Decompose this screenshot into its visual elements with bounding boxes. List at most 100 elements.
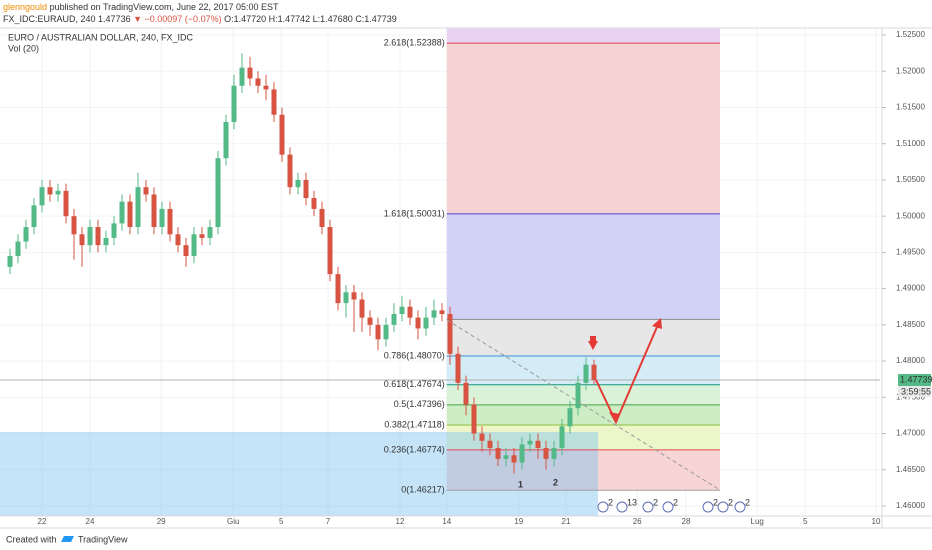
candle-body bbox=[423, 317, 429, 329]
candle-body bbox=[335, 274, 341, 304]
candle-body bbox=[103, 237, 109, 246]
price-label: 1.47739 bbox=[900, 374, 932, 384]
x-tick-label: 22 bbox=[38, 517, 47, 526]
y-tick-label: 1.50500 bbox=[896, 175, 925, 184]
candle-body bbox=[63, 190, 69, 217]
event-icon[interactable] bbox=[642, 501, 654, 513]
candle-body bbox=[375, 324, 381, 340]
candle-body bbox=[159, 208, 165, 228]
ohlc: O:1.47720 H:1.47742 L:1.47680 C:1.47739 bbox=[224, 14, 397, 24]
x-tick-label: 29 bbox=[157, 517, 166, 526]
candle-body bbox=[399, 306, 405, 314]
x-tick-label: 19 bbox=[514, 517, 523, 526]
event-icon[interactable] bbox=[702, 501, 714, 513]
y-tick-label: 1.46500 bbox=[896, 465, 925, 474]
event-icon[interactable] bbox=[734, 501, 746, 513]
y-tick-label: 1.46000 bbox=[896, 501, 925, 510]
author[interactable]: glenngould bbox=[3, 2, 47, 12]
candle-body bbox=[383, 324, 389, 340]
candle-body bbox=[143, 187, 149, 195]
event-icon[interactable] bbox=[717, 501, 729, 513]
arrow-head bbox=[609, 412, 620, 424]
candle-body bbox=[319, 208, 325, 228]
fib-label: 0.618(1.47674) bbox=[384, 379, 445, 389]
fib-band bbox=[446, 449, 720, 491]
candle-body bbox=[71, 216, 77, 235]
x-tick-label: 28 bbox=[682, 517, 691, 526]
footer: Created with TradingView bbox=[6, 534, 128, 544]
candle-body bbox=[415, 317, 421, 329]
fib-band bbox=[446, 28, 720, 44]
candle-body bbox=[119, 201, 125, 224]
fib-label: 0.382(1.47118) bbox=[384, 419, 444, 429]
y-tick-label: 1.47000 bbox=[896, 429, 925, 438]
candle-body bbox=[231, 85, 237, 122]
event-count: 2 bbox=[728, 497, 733, 507]
y-tick-label: 1.52500 bbox=[896, 30, 925, 39]
candle-body bbox=[503, 455, 509, 459]
candle-body bbox=[455, 353, 461, 383]
y-tick-label: 1.48000 bbox=[896, 356, 925, 365]
plot-area: 0(1.46217) 0.236(1.46774) 0.382(1.47118) 0.… bbox=[0, 28, 880, 516]
x-tick-label: 10 bbox=[872, 517, 881, 526]
event-icon[interactable] bbox=[597, 501, 609, 513]
brand[interactable]: TradingView bbox=[78, 534, 128, 544]
event-icon[interactable] bbox=[616, 501, 628, 513]
header-line-2: FX_IDC:EURAUD, 240 1.47736 ▼ −0.00097 (−… bbox=[3, 14, 397, 24]
candle-body bbox=[439, 310, 445, 314]
y-tick-label: 1.48500 bbox=[896, 320, 925, 329]
candle-body bbox=[247, 67, 253, 79]
x-tick-label: 14 bbox=[442, 517, 451, 526]
x-tick-label: 5 bbox=[803, 517, 808, 526]
change: ▼ −0.00097 (−0.07%) bbox=[133, 14, 221, 24]
x-tick-label: 24 bbox=[86, 517, 95, 526]
candle-body bbox=[39, 187, 45, 206]
fib-label: 0.236(1.46774) bbox=[384, 444, 445, 454]
candle-body bbox=[55, 190, 61, 195]
candle-body bbox=[23, 227, 29, 242]
fib-band bbox=[446, 43, 720, 214]
candle-body bbox=[343, 292, 349, 304]
candle-body bbox=[311, 198, 317, 209]
wave-label: 1 bbox=[518, 479, 523, 489]
candle-body bbox=[583, 364, 589, 383]
y-tick-label: 1.52000 bbox=[896, 66, 925, 75]
countdown-box bbox=[898, 385, 931, 397]
candle-body bbox=[295, 179, 301, 188]
marker-arrow bbox=[590, 336, 596, 341]
marker-arrow bbox=[588, 341, 598, 350]
candle-body bbox=[431, 310, 437, 318]
event-count: 2 bbox=[653, 497, 658, 507]
candle-body bbox=[287, 154, 293, 188]
candle-body bbox=[359, 299, 365, 318]
candle-body bbox=[79, 234, 85, 246]
candle-body bbox=[31, 205, 37, 228]
candle-body bbox=[111, 223, 117, 238]
last-price: 1.47736 bbox=[98, 14, 131, 24]
y-tick-label: 1.49500 bbox=[896, 248, 925, 257]
y-tick-label: 1.49000 bbox=[896, 284, 925, 293]
candle-body bbox=[567, 408, 573, 427]
price-label-box bbox=[898, 373, 931, 386]
event-icon[interactable] bbox=[662, 501, 674, 513]
candle-body bbox=[191, 234, 197, 257]
created-with: Created with bbox=[6, 534, 57, 544]
arrow-head bbox=[652, 318, 662, 329]
candle-body bbox=[367, 317, 373, 325]
candle-body bbox=[95, 227, 101, 246]
fib-band bbox=[446, 404, 720, 425]
candle-body bbox=[559, 426, 565, 449]
candle-body bbox=[303, 179, 309, 199]
fib-band bbox=[446, 384, 720, 405]
candle-body bbox=[575, 382, 581, 409]
candle-body bbox=[511, 455, 517, 463]
candle-body bbox=[127, 201, 133, 228]
header-line-1: glenngould published on TradingView.com,… bbox=[3, 2, 279, 12]
candle-body bbox=[351, 292, 357, 300]
candle-body bbox=[327, 227, 333, 275]
candle-body bbox=[255, 78, 261, 86]
symbol: FX_IDC:EURAUD, 240 bbox=[3, 14, 96, 24]
candle-body bbox=[239, 67, 245, 86]
x-tick-label: 7 bbox=[326, 517, 331, 526]
candle-body bbox=[551, 448, 557, 459]
